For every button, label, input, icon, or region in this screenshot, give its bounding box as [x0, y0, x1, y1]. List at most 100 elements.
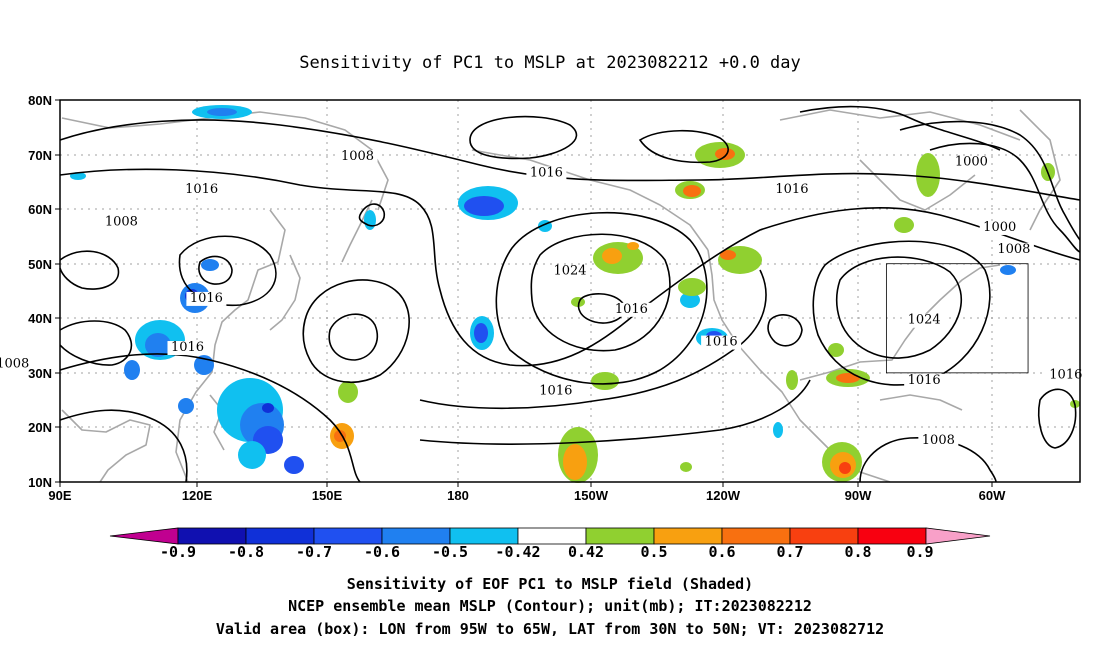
longitude-axis: 90E 120E 150E 180 150W 120W 90W 60W	[48, 482, 1006, 503]
coastline-philippines	[209, 394, 225, 451]
colorbar-label: 0.6	[708, 543, 735, 561]
contour-label: 1024	[553, 264, 586, 279]
lon-tick-label: 180	[447, 488, 469, 503]
contour-label-background	[904, 373, 945, 388]
contour-label: 1016	[190, 291, 223, 306]
colorbar-label: -0.9	[160, 543, 196, 561]
coastline-hudson	[859, 159, 976, 211]
contour-line	[929, 142, 1081, 253]
contour-line	[812, 240, 991, 386]
coastline-gulf	[799, 264, 1001, 381]
latitude-axis: 80N 70N 60N 50N 40N 30N 20N 10N	[28, 93, 60, 490]
contour-label-background	[979, 220, 1020, 235]
contour-line	[419, 379, 811, 445]
colorbar-swatch	[177, 527, 247, 545]
contour-label: 1000	[955, 154, 988, 169]
colorbar-swatch	[721, 527, 791, 545]
sensitivity-shading	[70, 105, 1080, 483]
contour-label: 1000	[983, 220, 1016, 235]
coastline-siberia	[61, 111, 389, 211]
contour-line	[767, 314, 803, 347]
mslp-contours	[59, 105, 1081, 483]
contour-label-background	[701, 335, 742, 350]
lon-tick-label: 150E	[312, 488, 343, 503]
colorbar-swatch	[585, 527, 655, 545]
map-frame	[59, 99, 1081, 483]
contour-label: 1016	[185, 182, 218, 197]
colorbar-label: -0.6	[364, 543, 400, 561]
contour-line	[469, 115, 578, 160]
colorbar-swatch	[449, 527, 519, 545]
colorbar-label: 0.8	[844, 543, 871, 561]
contour-label: 1016	[539, 384, 572, 399]
contour-label: 1016	[171, 340, 204, 355]
contour-label: 1016	[1049, 367, 1082, 382]
footer-line-contour: NCEP ensemble mean MSLP (Contour); unit(…	[288, 597, 812, 615]
contour-label: 1008	[997, 242, 1030, 257]
coastline-caribbean	[879, 394, 963, 411]
footer-line-valid-area: Valid area (box): LON from 95W to 65W, L…	[216, 620, 884, 638]
lat-tick-label: 80N	[28, 93, 52, 108]
footer-notes: Sensitivity of EOF PC1 to MSLP field (Sh…	[216, 575, 884, 638]
contour-label: 1016	[615, 302, 648, 317]
colorbar-label: 0.9	[906, 543, 933, 561]
contour-label: 1016	[705, 335, 738, 350]
colorbar-swatch	[789, 527, 859, 545]
contour-label-background	[101, 215, 142, 230]
lon-tick-label: 90W	[845, 488, 872, 503]
contour-label: 1024	[908, 313, 941, 328]
colorbar-swatch	[517, 527, 587, 545]
colorbar-label: 0.42	[568, 543, 604, 561]
contour-line	[530, 233, 671, 352]
contour-label: 1008	[922, 433, 955, 448]
colorbar-swatch	[857, 527, 927, 545]
contour-line	[59, 250, 120, 290]
contour-label-background	[993, 242, 1034, 257]
contour-label-background	[535, 384, 576, 399]
colorbar-label: -0.7	[296, 543, 332, 561]
colorbar-label: -0.5	[432, 543, 468, 561]
contour-label-background	[550, 264, 590, 279]
coastline-kamchatka	[341, 199, 373, 263]
contour-label-background	[167, 341, 208, 356]
coastline-indochina	[61, 409, 151, 483]
contour-labels: 1008 1016 1008 1016 1016 1000 1000 1008 1024 1016…	[0, 149, 1086, 448]
contour-label-background	[0, 357, 33, 372]
contour-label: 1008	[105, 215, 138, 230]
colorbar-labels: -0.9 -0.8 -0.7 -0.6 -0.5 -0.42 0.42 0.5 …	[160, 543, 934, 561]
contour-line	[59, 119, 1081, 201]
lon-tick-label: 120W	[706, 488, 741, 503]
colorbar-label: 0.7	[776, 543, 803, 561]
contour-line	[59, 353, 361, 483]
colorbar-swatch	[653, 527, 723, 545]
footer-line-shading: Sensitivity of EOF PC1 to MSLP field (Sh…	[347, 575, 753, 593]
negative-shading	[70, 105, 1016, 474]
lat-tick-label: 60N	[28, 202, 52, 217]
contour-label-background	[918, 433, 959, 448]
contour-line	[419, 269, 767, 410]
colorbar-swatch	[381, 527, 451, 545]
contour-line	[358, 203, 386, 227]
colorbar-swatch	[245, 527, 315, 545]
valid-area-box	[885, 263, 1029, 374]
contour-line	[638, 129, 729, 164]
contour-label-background	[337, 150, 378, 165]
lon-tick-label: 90E	[48, 488, 71, 503]
contour-label-background	[1045, 368, 1086, 383]
colorbar-extend-high	[925, 527, 991, 545]
map-panel: 1008 1016 1008 1016 1016 1000 1000 1008 1024 1016…	[0, 93, 1086, 503]
contour-line	[495, 211, 708, 385]
contour-label-background	[526, 166, 567, 181]
lat-tick-label: 70N	[28, 148, 52, 163]
contour-label-background	[611, 302, 652, 317]
contour-line	[59, 168, 1081, 367]
contour-line	[59, 409, 188, 483]
colorbar-swatch	[313, 527, 383, 545]
contour-label-background	[186, 291, 227, 306]
contour-label: 1008	[341, 149, 374, 164]
colorbar-label: 0.5	[640, 543, 667, 561]
contour-line	[577, 293, 626, 324]
colorbar-segments	[109, 527, 991, 545]
contour-line	[799, 105, 1001, 151]
lat-tick-label: 30N	[28, 366, 52, 381]
